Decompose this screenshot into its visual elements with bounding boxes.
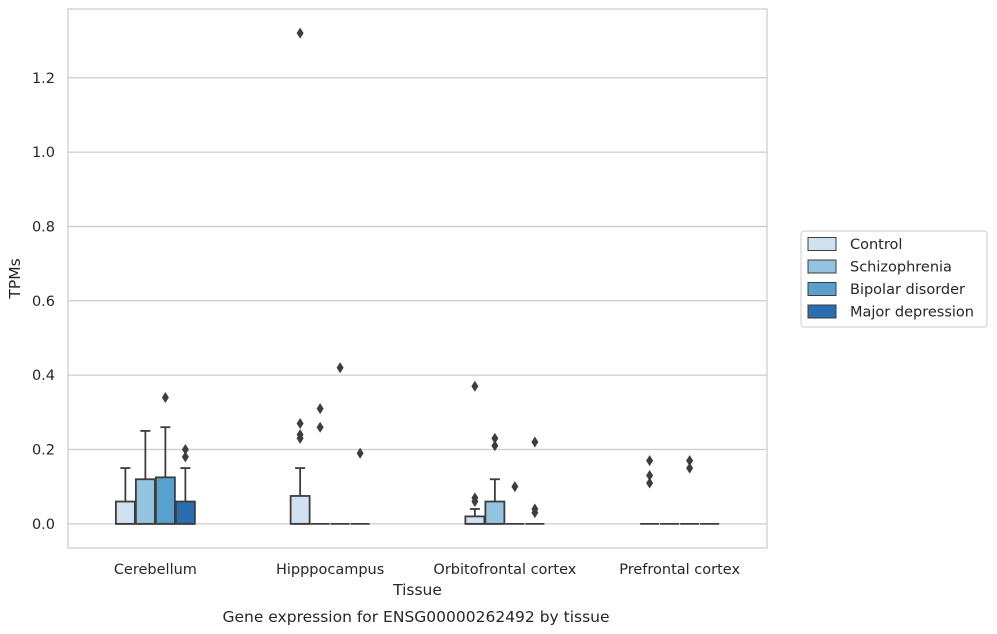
box-rect — [484, 500, 506, 525]
chart-caption: Gene expression for ENSG00000262492 by t… — [222, 608, 609, 626]
outlier-point — [531, 436, 539, 448]
outlier-point — [686, 462, 694, 474]
box-rect — [134, 478, 156, 525]
outlier-point — [181, 443, 189, 455]
gridlines — [68, 77, 767, 525]
box-1-3 — [350, 447, 370, 525]
outlier-point — [491, 432, 499, 444]
x-axis-ticks: Cerebellum Hipppocampus Orbitofrontal cort… — [114, 562, 741, 578]
x-tick-label: Cerebellum — [114, 562, 197, 578]
legend-swatch — [807, 259, 837, 274]
outlier-point — [646, 455, 654, 467]
outlier-point — [511, 481, 519, 493]
box-1-0 — [289, 27, 311, 525]
box-3-2 — [680, 455, 700, 525]
box-2-0 — [464, 380, 486, 525]
outlier-point — [316, 403, 324, 415]
box-0-3 — [174, 443, 196, 525]
legend-label: Bipolar disorder — [850, 282, 965, 298]
y-tick-label: 0.0 — [32, 517, 55, 533]
legend-swatch — [807, 237, 837, 251]
x-tick-label: Hipppocampus — [276, 562, 384, 578]
outlier-point — [646, 477, 654, 489]
box-rect — [464, 515, 486, 525]
outlier-point — [316, 421, 324, 433]
outlier-point — [296, 417, 304, 429]
box-1-2 — [330, 362, 350, 525]
outlier-point — [531, 507, 539, 519]
legend: Control Schizophrenia Bipolar disorder Majo… — [800, 230, 988, 328]
legend-label: Control — [850, 237, 902, 253]
outlier-point — [296, 432, 304, 444]
y-tick-label: 0.4 — [32, 368, 55, 384]
box-rect — [289, 495, 311, 525]
outlier-point — [491, 440, 499, 452]
y-axis-ticks: 0.0 0.2 0.4 0.6 0.8 1.0 1.2 — [32, 71, 55, 533]
legend-swatch — [807, 282, 837, 296]
outlier-point — [686, 455, 694, 467]
outlier-point — [161, 391, 169, 403]
box-0-2 — [154, 391, 176, 525]
y-tick-label: 1.2 — [32, 71, 55, 87]
box-rect — [174, 500, 196, 525]
legend-frame — [800, 230, 988, 328]
y-tick-label: 0.2 — [32, 442, 55, 458]
y-tick-label: 1.0 — [32, 145, 55, 161]
outlier-point — [471, 496, 479, 508]
x-tick-label: Prefrontal cortex — [619, 562, 740, 578]
outlier-point — [181, 451, 189, 463]
x-tick-label: Orbitofrontal cortex — [433, 562, 576, 578]
outlier-point — [296, 27, 304, 39]
y-tick-label: 0.8 — [32, 219, 55, 235]
box-3-0 — [640, 455, 660, 525]
box-rect — [114, 500, 136, 525]
outlier-point — [471, 380, 479, 392]
outlier-point — [356, 447, 364, 459]
box-0-1 — [134, 430, 156, 525]
y-axis-label: TPMs — [6, 258, 24, 299]
outlier-point — [336, 362, 344, 374]
box-0-0 — [114, 467, 136, 525]
legend-label: Major depression — [850, 305, 974, 321]
box-2-2 — [505, 481, 525, 525]
box-2-3 — [525, 436, 545, 525]
box-plots — [114, 27, 720, 525]
x-axis-label: Tissue — [392, 581, 442, 599]
plot-frame — [67, 8, 768, 549]
legend-swatch — [807, 304, 837, 319]
box-rect — [154, 476, 176, 525]
legend-label: Schizophrenia — [850, 260, 952, 276]
y-tick-label: 0.6 — [32, 294, 55, 310]
box-1-1 — [310, 403, 330, 525]
outlier-point — [646, 470, 654, 482]
box-2-1 — [484, 432, 506, 525]
